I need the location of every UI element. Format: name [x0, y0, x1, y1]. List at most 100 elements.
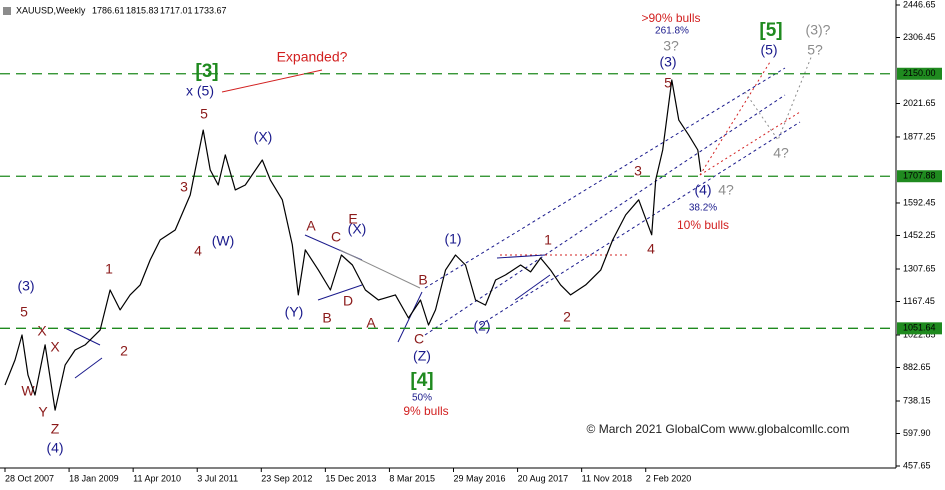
x-tick-label: 28 Oct 2007 [5, 473, 54, 483]
level-label: 1051.64 [903, 323, 936, 333]
wave-label: (5) [760, 42, 777, 58]
wave-label: 5 [200, 106, 208, 122]
channel-line [424, 94, 786, 336]
wave-label: X [37, 323, 47, 339]
trend-lines [64, 54, 813, 379]
y-tick-label: 2446.65 [903, 0, 936, 9]
wave-label: (3)? [806, 22, 831, 38]
x-tick-label: 11 Nov 2018 [582, 473, 632, 483]
symbol: XAUUSD,Weekly [16, 5, 86, 15]
wave-label: (3) [17, 278, 34, 294]
wave-label: [3] [195, 61, 218, 82]
wave-label: B [322, 310, 331, 326]
wave-label: D [343, 293, 353, 309]
annotations: (3) 5 X X W Y Z (4) 1 2 3 4 (W) 5 x (5) … [17, 11, 849, 456]
y-tick-label: 2021.65 [903, 98, 936, 108]
wave-label: Y [38, 404, 48, 420]
price-line [4, 79, 702, 411]
wave-label: (X) [348, 221, 367, 237]
y-tick-label: 1877.25 [903, 131, 936, 141]
x-tick-label: 20 Aug 2017 [518, 473, 569, 483]
y-tick-label: 1307.65 [903, 263, 936, 273]
wedge-line [397, 291, 423, 343]
note: Expanded? [277, 49, 348, 65]
wave-label: C [414, 331, 424, 347]
wave-label: 3 [634, 163, 642, 179]
x-tick-label: 2 Feb 2020 [646, 473, 692, 483]
wave-label: (1) [444, 231, 461, 247]
x-tick-label: 29 May 2016 [454, 473, 506, 483]
y-tick-label: 1167.45 [903, 296, 935, 306]
wave-label: 5? [807, 42, 823, 58]
wave-label: 3? [663, 38, 679, 54]
wave-label: Z [51, 421, 60, 437]
wave-label: (W) [212, 233, 235, 249]
wave-label: B [418, 272, 427, 288]
wave-label: (3) [659, 54, 676, 70]
wave-label: 4 [194, 243, 202, 259]
wedge-line [514, 274, 551, 301]
y-tick-label: 597.90 [903, 428, 931, 438]
wave-label: 3 [180, 179, 188, 195]
copyright: © March 2021 GlobalCom www.globalcomllc.… [587, 422, 850, 436]
level-label-box [897, 170, 942, 183]
ohlc-low: 1717.01 [160, 5, 193, 15]
ohlc-close: 1733.67 [194, 5, 227, 15]
x-tick-label: 8 Mar 2015 [389, 473, 435, 483]
wave-label: (4) [46, 440, 63, 456]
y-tick-label: 457.65 [903, 460, 931, 470]
wedge-line [74, 357, 103, 379]
wave-label: 4? [718, 182, 734, 198]
wave-label: 4? [773, 145, 789, 161]
wave-label: (4) [694, 182, 711, 198]
note: 38.2% [689, 203, 717, 214]
wave-label: 1 [105, 261, 113, 277]
wedge-line [339, 249, 421, 289]
y-tick-label: 2306.45 [903, 32, 936, 42]
wedge-line [64, 327, 101, 346]
wave-label: (Z) [413, 348, 431, 364]
wave-label: (Y) [285, 304, 304, 320]
wave-label: A [306, 218, 316, 234]
y-tick-label: 1022.85 [903, 329, 936, 339]
wave-label: 4 [647, 241, 655, 257]
note: >90% bulls [641, 11, 700, 25]
level-label-box [897, 67, 942, 80]
x-tick-label: 18 Jan 2009 [69, 473, 119, 483]
wave-label: 2 [563, 309, 571, 325]
wave-label: C [331, 229, 341, 245]
x-tick-label: 23 Sep 2012 [261, 473, 312, 483]
wave-label: [4] [410, 370, 433, 391]
note: 50% [412, 393, 432, 404]
header-icon [3, 7, 11, 15]
wave-label: 1 [544, 232, 552, 248]
level-label: 1707.88 [903, 171, 936, 181]
y-tick-label: 1452.25 [903, 230, 936, 240]
x-tick-label: 15 Dec 2013 [325, 473, 376, 483]
wave-label: 2 [120, 343, 128, 359]
note: 261.8% [655, 26, 689, 37]
wave-label: (X) [254, 129, 273, 145]
x-tick-label: 3 Jul 2011 [197, 473, 238, 483]
ohlc-high: 1815.83 [126, 5, 159, 15]
wave-label: 5 [664, 75, 672, 91]
wave-label: X [50, 339, 60, 355]
projection-line [699, 61, 771, 176]
wave-label: (2) [473, 318, 490, 334]
wedge-line [317, 284, 363, 301]
ohlc-open: 1786.61 [92, 5, 125, 15]
note: 10% bulls [677, 218, 729, 232]
wave-label: 5 [20, 304, 28, 320]
level-label: 2150.00 [903, 68, 936, 78]
x-tick-label: 11 Apr 2010 [133, 473, 181, 483]
y-tick-label: 882.65 [903, 362, 931, 372]
wave-label: x (5) [186, 83, 214, 99]
note: 9% bulls [403, 404, 448, 418]
wave-label: A [366, 315, 376, 331]
wedge-line [496, 254, 546, 259]
channel-line [424, 67, 786, 289]
wave-label: [5] [759, 20, 782, 41]
y-tick-label: 738.15 [903, 395, 931, 405]
level-label-box [897, 322, 942, 335]
